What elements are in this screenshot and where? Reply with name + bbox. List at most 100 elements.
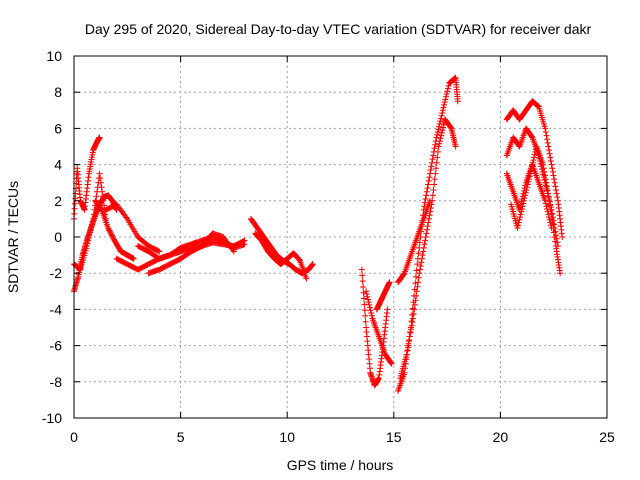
data-point	[542, 125, 549, 132]
data-point	[529, 162, 536, 169]
data-point	[91, 206, 98, 213]
data-point	[295, 256, 302, 263]
data-point	[550, 229, 557, 236]
data-point	[409, 315, 416, 322]
data-point	[444, 88, 451, 95]
series-morning-arc-5	[102, 201, 163, 255]
data-point	[550, 224, 557, 231]
y-tick-label: -6	[50, 338, 63, 354]
data-point	[359, 278, 366, 285]
data-point	[424, 185, 431, 192]
data-point	[542, 129, 549, 136]
data-point	[405, 340, 412, 347]
data-point	[429, 156, 436, 163]
data-point	[361, 307, 368, 314]
x-tick-label: 20	[493, 429, 509, 445]
data-point	[551, 234, 558, 240]
data-point	[421, 241, 428, 248]
data-point	[540, 161, 547, 168]
data-point	[437, 115, 444, 122]
data-point	[408, 322, 415, 329]
data-point	[415, 274, 422, 281]
data-point	[360, 289, 367, 296]
data-point	[413, 288, 420, 295]
data-point	[94, 188, 101, 195]
data-point	[547, 154, 554, 161]
y-tick-label: -2	[50, 265, 63, 281]
data-point	[415, 250, 422, 257]
data-point	[361, 301, 368, 308]
data-point	[442, 96, 449, 103]
data-point	[89, 218, 96, 225]
data-point	[434, 148, 441, 155]
y-tick-label: 4	[54, 157, 62, 173]
data-point	[96, 134, 103, 141]
data-point	[519, 203, 526, 210]
data-point	[409, 305, 416, 312]
data-point	[524, 184, 531, 191]
data-point	[518, 205, 525, 212]
data-point	[549, 210, 556, 217]
data-point	[525, 178, 532, 185]
data-point	[229, 247, 236, 254]
y-tick-label: -10	[42, 410, 62, 426]
series-night-4	[508, 143, 564, 277]
data-point	[438, 132, 445, 139]
data-point	[368, 310, 375, 317]
data-point	[441, 99, 448, 106]
data-point	[96, 170, 103, 177]
data-point	[543, 132, 550, 139]
data-point	[543, 183, 550, 190]
data-point	[535, 103, 542, 110]
x-tick-label: 0	[70, 429, 78, 445]
data-point	[520, 200, 527, 207]
data-point	[549, 220, 556, 227]
chart-title: Day 295 of 2020, Sidereal Day-to-day VTE…	[85, 21, 592, 37]
data-point	[428, 163, 435, 170]
data-point	[437, 135, 444, 142]
data-point	[540, 165, 547, 172]
data-point	[90, 211, 97, 218]
data-point	[552, 238, 559, 245]
data-point	[547, 202, 554, 209]
data-point	[155, 247, 162, 254]
data-point	[551, 176, 558, 183]
data-point	[545, 143, 552, 150]
data-point	[431, 181, 438, 188]
x-tick-label: 15	[386, 429, 402, 445]
data-point	[362, 312, 369, 319]
series-afternoon-dip-3	[373, 279, 393, 313]
data-point	[426, 174, 433, 181]
y-tick-label: -8	[50, 374, 63, 390]
data-point	[520, 197, 527, 204]
y-tick-label: -4	[50, 301, 63, 317]
data-point	[368, 312, 375, 319]
data-point	[411, 306, 418, 313]
data-point	[123, 214, 130, 221]
y-tick-label: 6	[54, 120, 62, 136]
data-point	[440, 124, 447, 131]
data-point	[106, 227, 113, 234]
series-afternoon-dip-2	[363, 288, 395, 367]
data-point	[360, 295, 367, 302]
data-point	[422, 234, 429, 240]
data-point	[545, 190, 552, 197]
y-tick-label: 10	[46, 48, 62, 64]
series-evening-rise-3	[395, 197, 434, 286]
data-point	[423, 192, 430, 199]
data-point	[430, 186, 437, 193]
data-point	[435, 143, 442, 150]
data-point	[388, 360, 395, 367]
data-point	[531, 154, 538, 161]
data-point	[439, 127, 446, 134]
data-point	[439, 107, 446, 114]
data-point	[363, 291, 370, 298]
data-point	[413, 292, 420, 299]
data-point	[534, 102, 541, 109]
data-point	[98, 205, 105, 212]
data-point	[419, 252, 426, 259]
data-point	[443, 91, 450, 98]
data-point	[447, 124, 454, 131]
x-tick-label: 10	[279, 429, 295, 445]
data-point	[444, 85, 451, 92]
